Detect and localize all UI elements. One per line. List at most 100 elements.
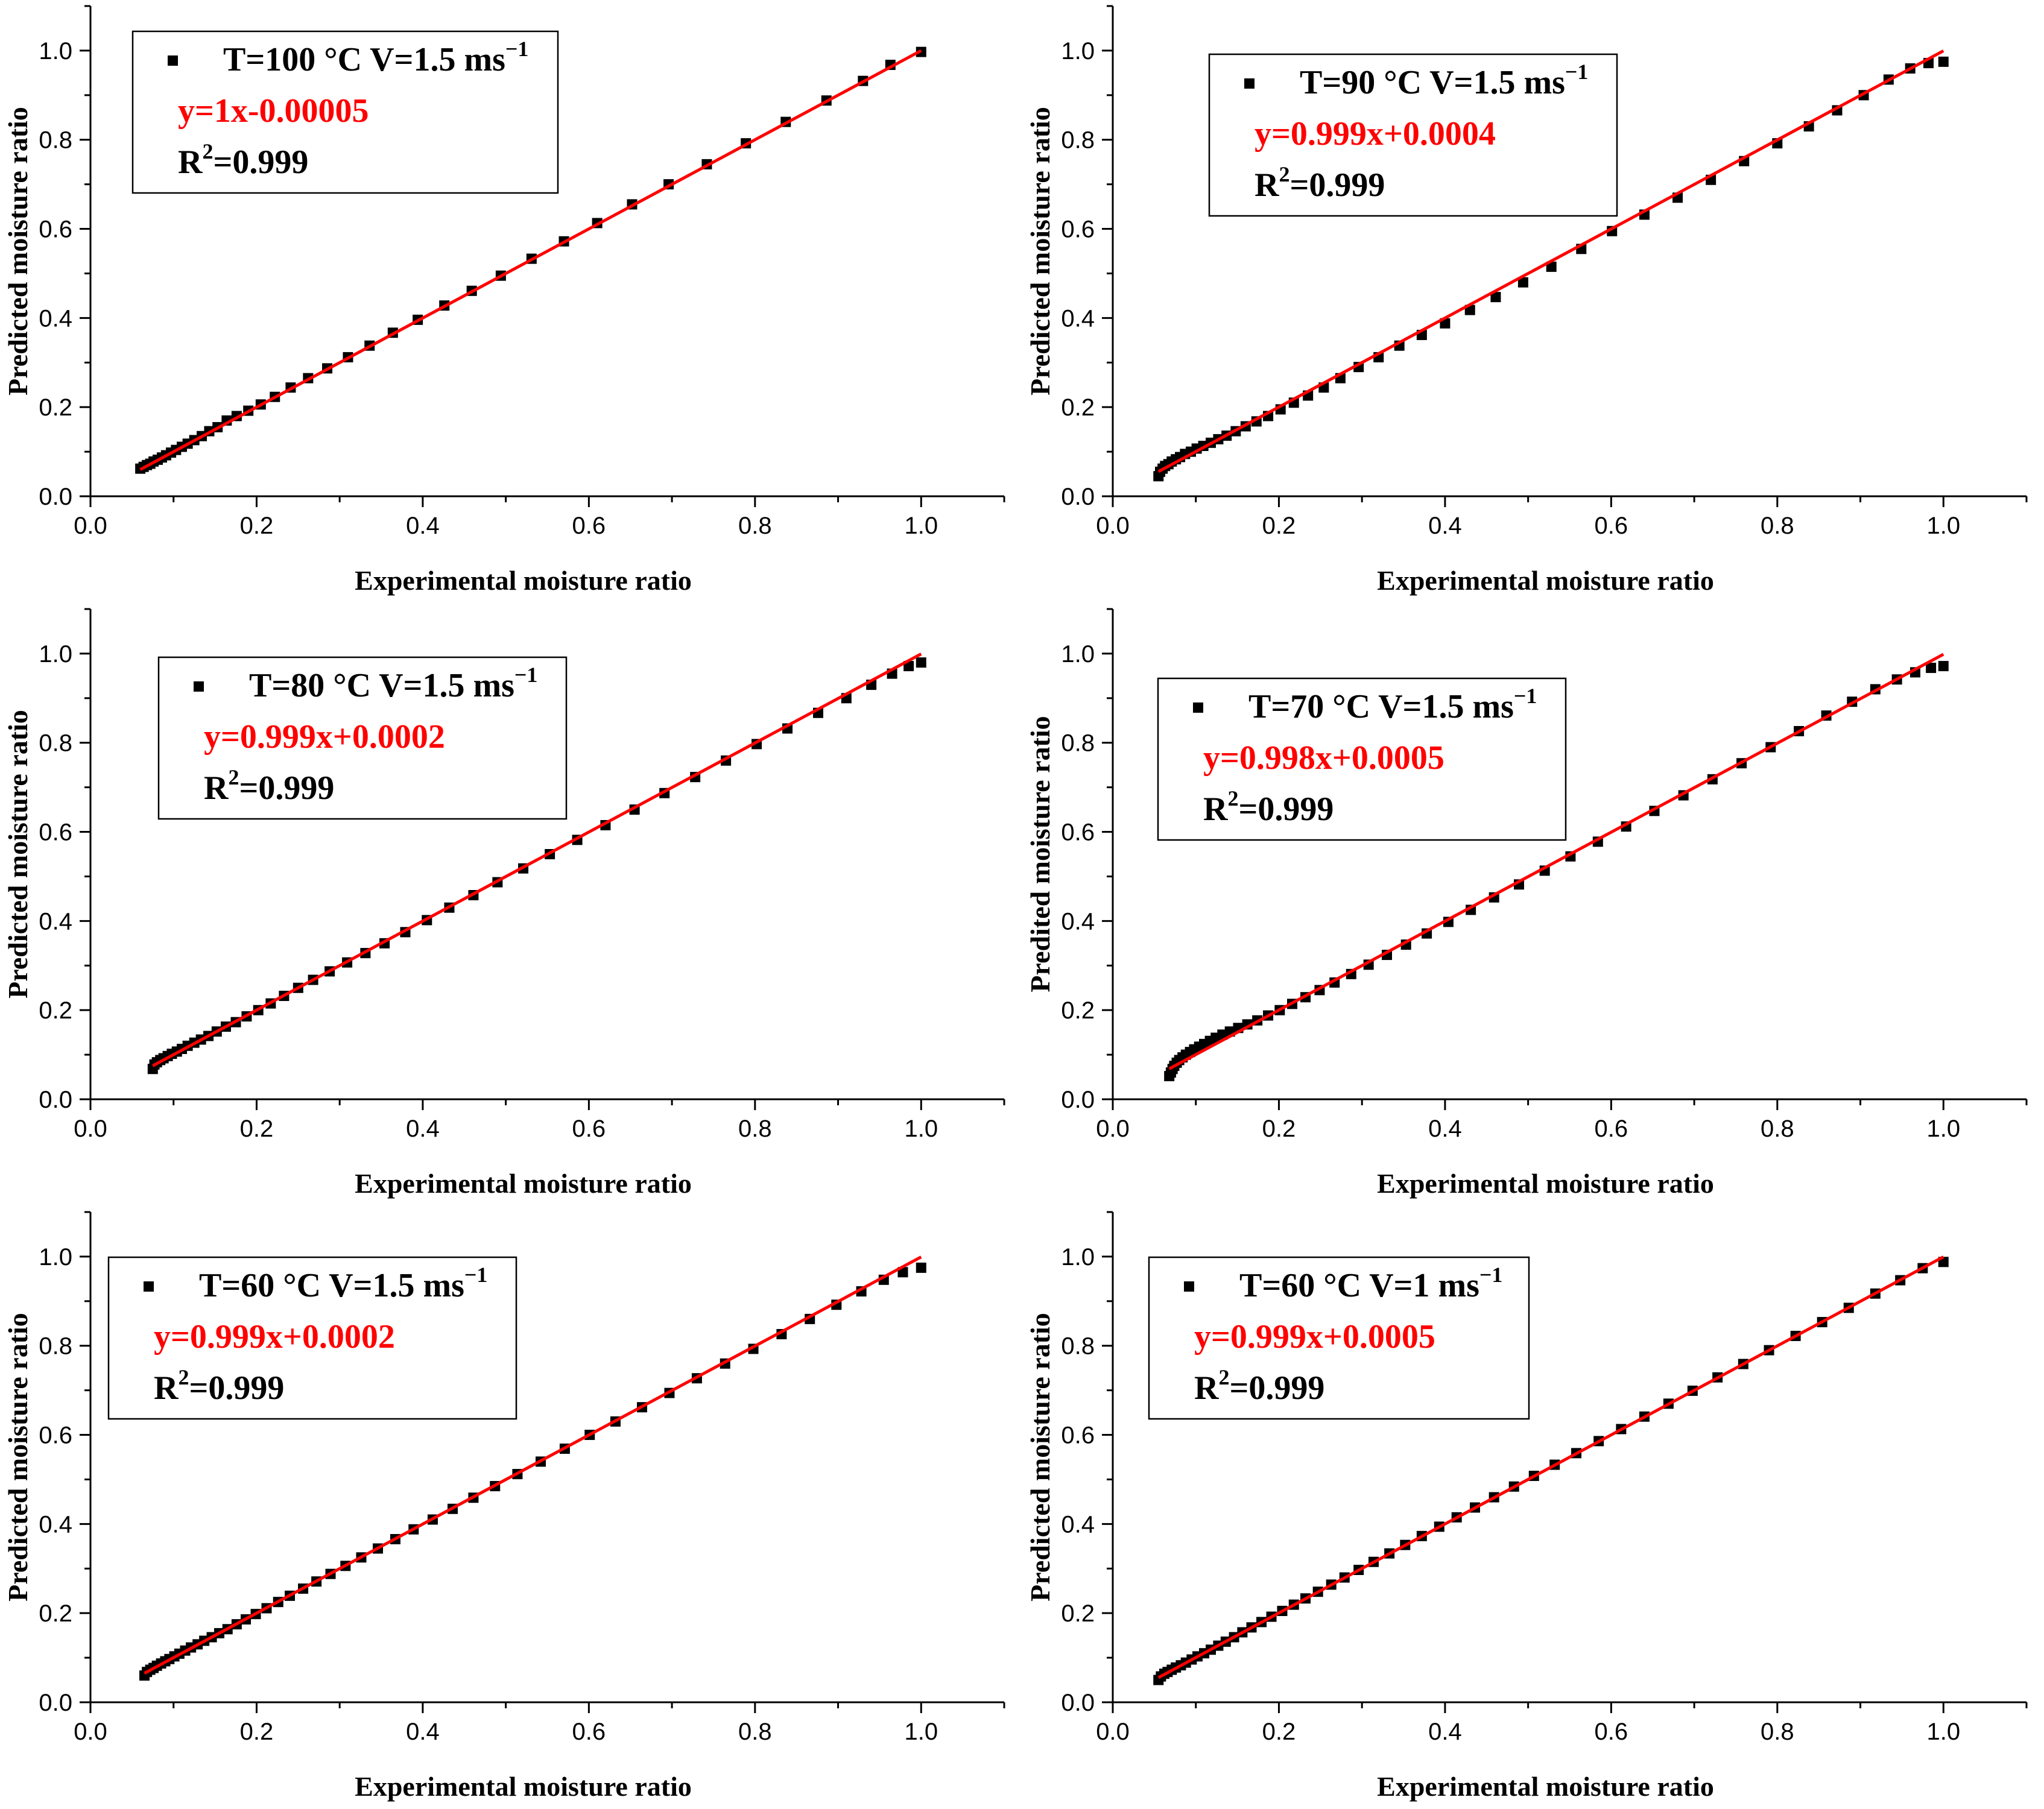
y-tick-label: 0.6: [1061, 819, 1095, 846]
r-squared-label: R2=0.999: [204, 765, 334, 807]
x-tick-label: 0.2: [240, 513, 274, 539]
r-squared-label: R2=0.999: [178, 139, 308, 181]
x-tick-label: 1.0: [904, 1719, 938, 1745]
chart-panel-t70-v1.5: 0.0 0.2 0.4 0.6 0.8 1.0 0.0 0.2 0.4 0.6 0.8 1.0 Expe…: [1025, 608, 2028, 1199]
x-tick-label: 0.4: [1428, 1719, 1462, 1745]
fit-line: [1168, 652, 1944, 1070]
x-tick-label: 0.2: [1262, 513, 1296, 539]
y-tick-label: 0.6: [1061, 216, 1095, 243]
legend-box: [1157, 677, 1567, 841]
y-tick-label: 0.6: [39, 1422, 72, 1449]
x-tick-label: 0.8: [738, 1116, 772, 1142]
x-tick-label: 0.0: [1096, 1719, 1130, 1745]
y-tick-label: 1.0: [39, 1244, 72, 1271]
data-point: [1517, 277, 1528, 288]
r-squared-label: R2=0.999: [1194, 1365, 1324, 1407]
x-tick-label: 0.0: [1096, 513, 1130, 539]
y-tick-label: 0.0: [1061, 484, 1095, 510]
y-tick-label: 0.4: [39, 1511, 72, 1538]
x-tick-label: 0.0: [74, 1116, 107, 1142]
y-tick-label: 0.4: [1061, 908, 1095, 935]
legend-marker: [194, 681, 204, 692]
y-tick-label: 0.0: [39, 1087, 72, 1113]
y-axis-title: Predited moisture ratio: [1025, 716, 1055, 992]
legend-marker: [1193, 702, 1203, 713]
x-tick-label: 0.4: [406, 513, 440, 539]
y-tick-label: 1.0: [1061, 1244, 1095, 1271]
x-tick-label: 0.8: [1761, 1719, 1794, 1745]
y-tick-label: 1.0: [1061, 38, 1095, 65]
x-tick-label: 1.0: [1926, 1719, 1960, 1745]
x-tick-label: 0.2: [1262, 1719, 1296, 1745]
fit-equation: y=1x-0.00005: [178, 92, 369, 130]
legend-box: [107, 1256, 517, 1420]
x-tick-label: 1.0: [904, 1116, 938, 1142]
chart-panel-t100-v1.5: 0.0 0.2 0.4 0.6 0.8 1.0 0.0 0.2 0.4 0.6 0.8 1.0 Expe…: [2, 5, 1005, 596]
y-axis-title: Predicted moisture ratio: [1025, 1313, 1055, 1602]
y-tick-label: 0.8: [39, 730, 72, 757]
data-point: [1938, 56, 1949, 67]
fit-line: [139, 49, 922, 471]
legend-box: [1208, 53, 1618, 217]
x-tick-label: 0.6: [572, 1719, 606, 1745]
y-tick-label: 0.8: [1061, 127, 1095, 154]
x-tick-label: 0.8: [738, 513, 772, 539]
x-tick-label: 0.6: [1595, 1719, 1628, 1745]
legend-series-label: T=70 °C V=1.5 ms−1: [1248, 684, 1537, 725]
data-point: [1546, 261, 1557, 272]
legend-series-label: T=80 °C V=1.5 ms−1: [249, 663, 537, 704]
x-tick-label: 0.2: [240, 1116, 274, 1142]
y-tick-label: 0.2: [1061, 997, 1095, 1024]
fit-equation: y=0.998x+0.0005: [1203, 739, 1444, 777]
chart-panel-t60-v1: 0.0 0.2 0.4 0.6 0.8 1.0 0.0 0.2 0.4 0.6 0.8 1.0 Expe…: [1025, 1211, 2028, 1802]
legend-series-label: T=60 °C V=1 ms−1: [1239, 1263, 1502, 1304]
x-tick-label: 0.0: [1096, 1116, 1130, 1142]
data-point: [916, 1262, 926, 1273]
data-point: [1938, 661, 1949, 672]
y-tick-label: 1.0: [1061, 641, 1095, 668]
y-axis-title: Predicted moisture ratio: [1025, 107, 1055, 396]
legend-series-label: T=60 °C V=1.5 ms−1: [199, 1263, 487, 1304]
y-axis-title: Predicted moisture ratio: [2, 107, 33, 396]
fit-line: [1157, 49, 1944, 473]
y-tick-label: 0.4: [1061, 305, 1095, 332]
fit-line: [144, 1255, 922, 1675]
fit-equation: y=0.999x+0.0004: [1255, 115, 1496, 153]
y-axis-title: Predicted moisture ratio: [2, 710, 33, 999]
y-tick-label: 0.6: [39, 216, 72, 243]
chart-panel-t80-v1.5: 0.0 0.2 0.4 0.6 0.8 1.0 0.0 0.2 0.4 0.6 0.8 1.0 Expe…: [2, 608, 1005, 1199]
y-tick-label: 0.4: [1061, 1511, 1095, 1538]
y-tick-label: 1.0: [39, 641, 72, 668]
x-tick-label: 0.8: [1761, 513, 1794, 539]
fit-equation: y=0.999x+0.0005: [1194, 1318, 1435, 1356]
y-tick-label: 0.2: [39, 394, 72, 421]
legend-marker: [1184, 1281, 1194, 1292]
x-tick-label: 0.8: [1761, 1116, 1794, 1142]
y-axis-title: Predicted moisture ratio: [2, 1313, 33, 1602]
x-tick-label: 0.4: [1428, 513, 1462, 539]
fit-line: [152, 652, 922, 1067]
x-tick-label: 0.6: [572, 1116, 606, 1142]
y-tick-label: 0.2: [39, 997, 72, 1024]
r-squared-label: R2=0.999: [154, 1365, 284, 1407]
x-tick-label: 0.8: [738, 1719, 772, 1745]
x-tick-label: 1.0: [1926, 1116, 1960, 1142]
y-tick-label: 0.4: [39, 305, 72, 332]
legend-marker: [168, 55, 178, 66]
x-tick-label: 0.2: [1262, 1116, 1296, 1142]
y-tick-label: 0.0: [1061, 1690, 1095, 1716]
x-tick-label: 0.4: [406, 1719, 440, 1745]
y-tick-label: 0.2: [39, 1600, 72, 1627]
x-tick-label: 0.0: [74, 1719, 107, 1745]
legend-series-label: T=90 °C V=1.5 ms−1: [1300, 60, 1588, 101]
y-tick-label: 0.0: [1061, 1087, 1095, 1113]
legend-marker: [1244, 78, 1255, 89]
x-tick-label: 0.6: [1595, 513, 1628, 539]
legend-box: [157, 656, 568, 820]
x-axis-title: Experimental moisture ratio: [355, 1771, 692, 1802]
x-tick-label: 0.2: [240, 1719, 274, 1745]
y-tick-label: 0.8: [39, 1333, 72, 1360]
y-tick-label: 0.4: [39, 908, 72, 935]
x-axis-title: Experimental moisture ratio: [355, 1168, 692, 1199]
